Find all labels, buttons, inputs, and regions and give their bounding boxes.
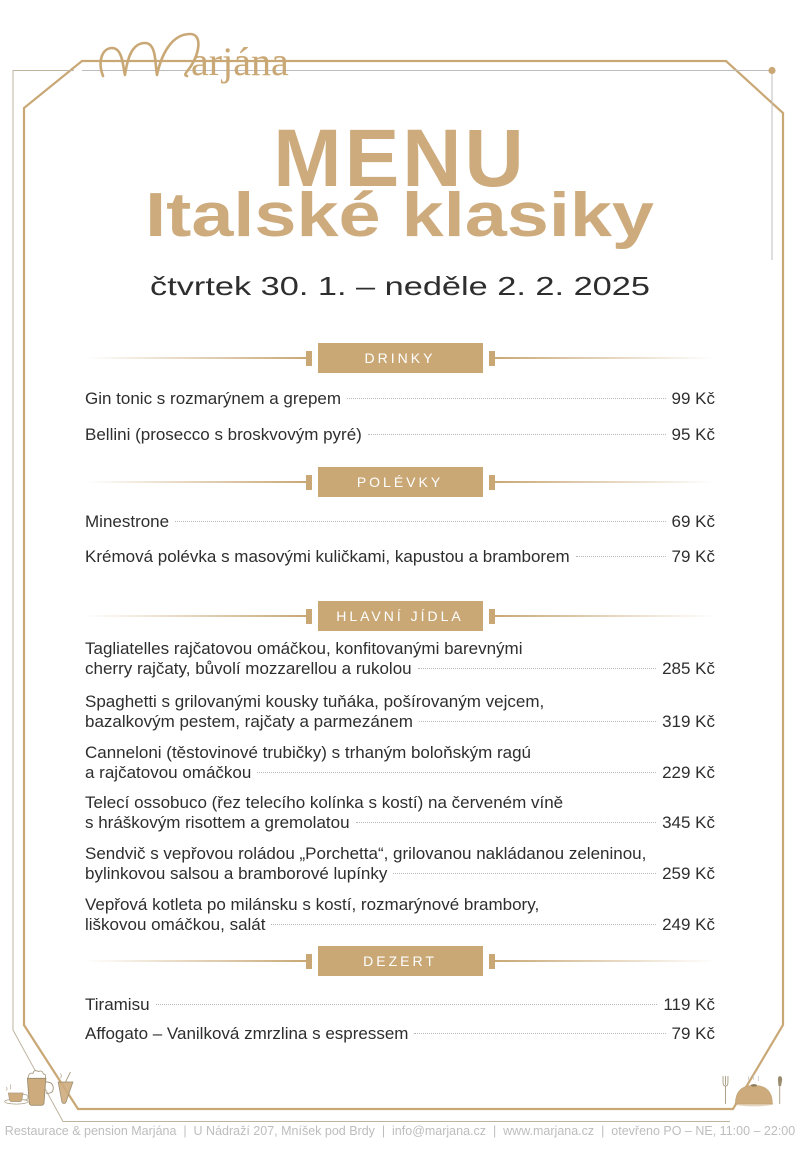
- svg-text:arjána: arjána: [191, 39, 289, 84]
